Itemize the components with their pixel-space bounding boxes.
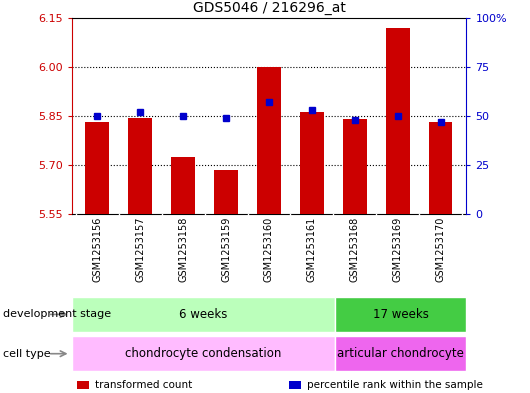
- Text: GSM1253168: GSM1253168: [350, 217, 360, 282]
- Text: GSM1253160: GSM1253160: [264, 217, 274, 282]
- Bar: [257, 67, 281, 214]
- Text: GSM1253156: GSM1253156: [92, 217, 102, 282]
- Bar: [171, 157, 195, 214]
- Bar: [335, 297, 466, 332]
- Bar: [85, 123, 109, 214]
- Text: development stage: development stage: [3, 309, 111, 320]
- Text: percentile rank within the sample: percentile rank within the sample: [307, 380, 483, 390]
- Text: articular chondrocyte: articular chondrocyte: [337, 347, 464, 360]
- Bar: [72, 336, 335, 371]
- Title: GDS5046 / 216296_at: GDS5046 / 216296_at: [192, 1, 346, 15]
- Text: GSM1253170: GSM1253170: [436, 217, 446, 282]
- Text: transformed count: transformed count: [95, 380, 192, 390]
- Text: GSM1253169: GSM1253169: [393, 217, 403, 282]
- Text: cell type: cell type: [3, 349, 50, 359]
- Bar: [335, 336, 466, 371]
- Text: GSM1253159: GSM1253159: [221, 217, 231, 282]
- Bar: [128, 118, 152, 214]
- Text: 6 weeks: 6 weeks: [179, 308, 227, 321]
- Text: GSM1253161: GSM1253161: [307, 217, 317, 282]
- Bar: [300, 112, 324, 214]
- Bar: [429, 123, 453, 214]
- Bar: [72, 297, 335, 332]
- Text: GSM1253158: GSM1253158: [178, 217, 188, 282]
- Bar: [386, 28, 410, 214]
- Text: 17 weeks: 17 weeks: [373, 308, 429, 321]
- Text: GSM1253157: GSM1253157: [135, 217, 145, 282]
- Bar: [214, 170, 238, 214]
- Bar: [343, 119, 367, 214]
- Text: chondrocyte condensation: chondrocyte condensation: [125, 347, 281, 360]
